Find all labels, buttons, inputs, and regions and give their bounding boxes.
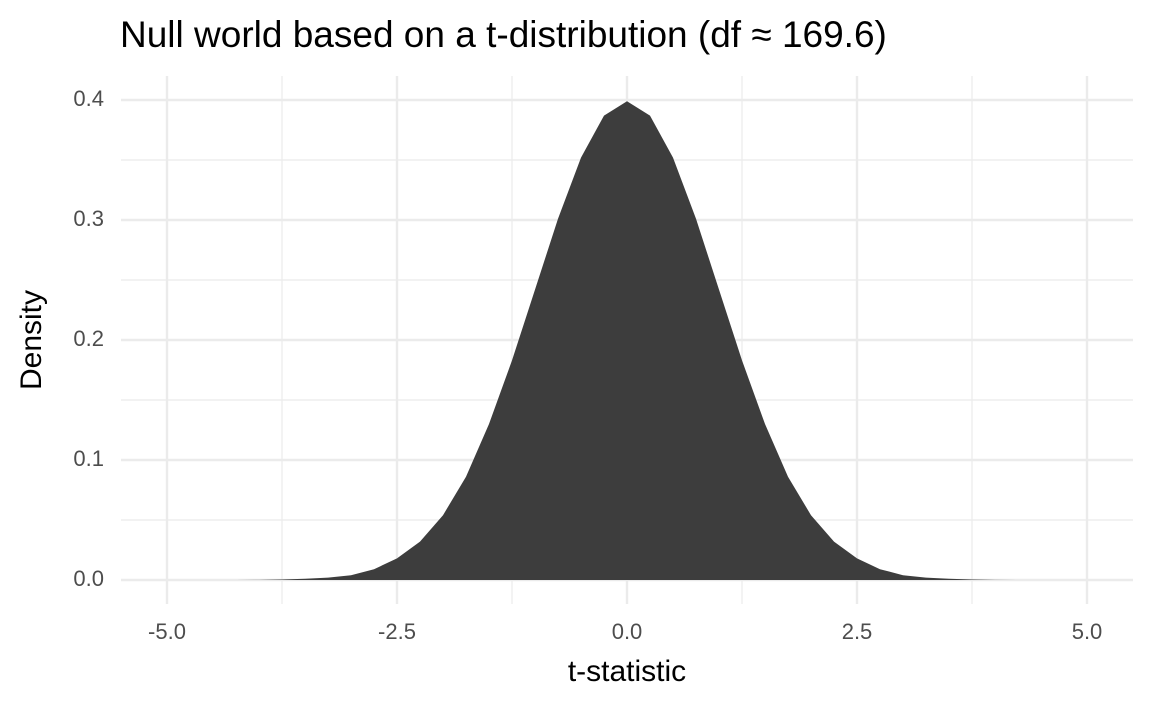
y-tick-label: 0.3: [73, 206, 104, 231]
x-axis-label: t-statistic: [568, 655, 686, 688]
x-tick-label: 0.0: [612, 619, 643, 644]
y-tick-label: 0.4: [73, 86, 104, 111]
y-tick-label: 0.1: [73, 446, 104, 471]
x-tick-label: 2.5: [842, 619, 873, 644]
y-axis-label: Density: [15, 290, 48, 390]
x-tick-label: -2.5: [378, 619, 416, 644]
y-tick-label: 0.0: [73, 566, 104, 591]
y-tick-label: 0.2: [73, 326, 104, 351]
x-tick-label: 5.0: [1072, 619, 1103, 644]
chart-title: Null world based on a t-distribution (df…: [120, 14, 887, 55]
density-area: [167, 101, 1087, 580]
x-tick-label: -5.0: [148, 619, 186, 644]
